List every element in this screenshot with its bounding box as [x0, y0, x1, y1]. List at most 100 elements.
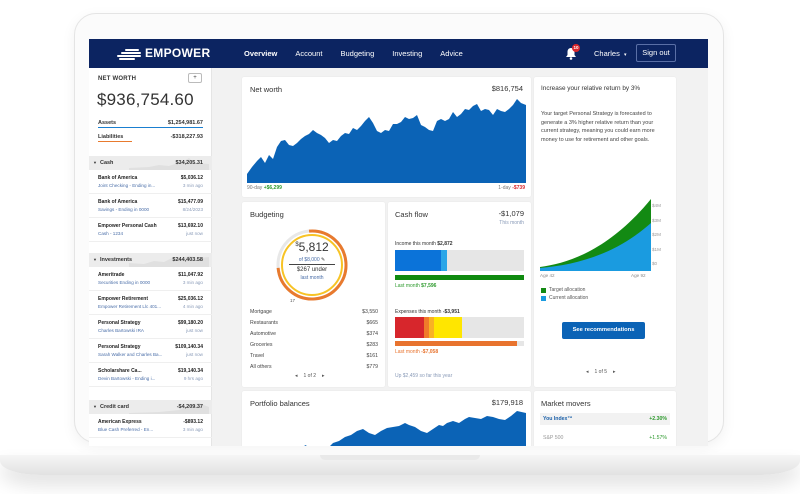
account-updated: just now [186, 231, 203, 236]
chevron-down-icon: ▼ [93, 257, 97, 262]
category-value: $283 [366, 342, 378, 348]
advice-card[interactable]: Increase your relative return by 3% Your… [534, 77, 676, 387]
account-row[interactable]: Personal Strategy Charles Bartowski IRA … [89, 315, 212, 339]
liabilities-bar [98, 141, 132, 142]
expenses-last-value: -$7,058 [421, 349, 439, 355]
advice-body: Your target Personal Strategy is forecas… [541, 111, 655, 143]
brand-name: EMPOWER [145, 46, 211, 60]
portfolio-balances-card[interactable]: Portfolio balances $179,918 [242, 391, 531, 446]
income-bar [395, 250, 524, 271]
account-row[interactable]: Ameritrade Securities Ending in 0000 $11… [89, 267, 212, 291]
change-1-day: 1-day -$739 [498, 185, 525, 191]
change-1-day-label: 1-day [498, 185, 511, 191]
change-90-day-label: 90-day [247, 185, 263, 191]
user-menu[interactable]: Charles ▾ [594, 49, 626, 58]
budget-last-month: last month [300, 275, 324, 281]
user-name: Charles [594, 49, 620, 58]
category-value: $779 [366, 364, 378, 370]
accounts-sidebar: NET WORTH + $936,754.60 Assets $1,254,98… [89, 68, 212, 446]
budget-divider [289, 264, 335, 265]
expenses-value: -$3,951 [442, 309, 460, 315]
assets-row[interactable]: Assets $1,254,981.67 [98, 120, 203, 126]
income-last-value: $7,596 [421, 283, 437, 289]
group-credit-card[interactable]: ▼ Credit card -$4,209.37 [89, 400, 212, 414]
top-navigation-bar: EMPOWER Overview Account Budgeting Inves… [89, 39, 708, 68]
account-balance: -$893.12 [183, 419, 203, 425]
account-name: Bank of America [98, 175, 138, 181]
pencil-icon[interactable]: ✎ [321, 257, 326, 263]
add-account-button[interactable]: + [188, 73, 202, 83]
nav-advice[interactable]: Advice [440, 49, 463, 58]
category-value: $665 [366, 320, 378, 326]
laptop-base [0, 455, 800, 475]
account-name: Scholarshare Ca... [98, 368, 142, 374]
legend-target: Target allocation [541, 287, 585, 293]
liabilities-row[interactable]: Liabilities -$318,227.93 [98, 134, 203, 140]
account-balance: $15,477.09 [177, 199, 203, 205]
category-label: Groceries [250, 342, 273, 348]
market-name: You Index™ [543, 416, 573, 422]
nav-overview[interactable]: Overview [244, 49, 278, 58]
budget-category-list: Mortgage $3,550 Restaurants $665 Automotiv… [250, 309, 378, 375]
account-row[interactable]: Empower Retirement Empower Retirement Ll… [89, 291, 212, 315]
market-movers-card[interactable]: Market movers You Index™ +2.30% S&P 500 … [534, 391, 676, 446]
cash-flow-card[interactable]: Cash flow -$1,079 This month Income this… [388, 202, 531, 387]
net-worth-total: $936,754.60 [97, 90, 194, 109]
group-cash[interactable]: ▼ Cash $34,205.31 [89, 156, 212, 170]
budget-row[interactable]: Mortgage $3,550 [250, 309, 378, 320]
nav-account[interactable]: Account [295, 49, 323, 58]
net-worth-area-chart [247, 99, 526, 183]
y-tick: $1M [652, 246, 661, 252]
market-row[interactable]: S&P 500 +1.57% [540, 432, 670, 444]
projection-area-chart [540, 199, 651, 271]
budget-row[interactable]: Restaurants $665 [250, 320, 378, 331]
sign-out-button[interactable]: Sign out [636, 44, 676, 62]
y-tick: $3M [652, 217, 661, 223]
budget-total[interactable]: of $8,000 ✎ [275, 257, 349, 263]
currency-symbol: $ [295, 242, 299, 248]
category-value: $3,550 [362, 309, 378, 315]
budget-spent: $5,812 [275, 240, 349, 254]
account-row[interactable]: Empower Personal Cash Cash - 1234 $13,69… [89, 218, 212, 242]
budget-under: $267 under [296, 267, 328, 273]
budget-row[interactable]: Groceries $283 [250, 342, 378, 353]
cash-flow-period: This month [499, 220, 524, 226]
nav-investing[interactable]: Investing [392, 49, 423, 58]
budget-donut [276, 229, 348, 301]
market-row[interactable]: You Index™ +2.30% [540, 413, 670, 425]
account-sub: Charles Bartowski IRA [98, 328, 144, 333]
account-row[interactable]: Bank of America Savings - Ending in 0000… [89, 194, 212, 218]
budget-spent-value: 5,812 [298, 240, 329, 254]
see-recommendations-button[interactable]: See recommendations [562, 322, 645, 339]
laptop-notch [320, 455, 480, 460]
category-value: $161 [366, 353, 378, 359]
next-page-icon[interactable]: ▸ [613, 369, 616, 375]
budget-row[interactable]: Travel $161 [250, 353, 378, 364]
logo-waves-icon [117, 46, 143, 60]
prev-page-icon[interactable]: ◂ [295, 373, 298, 379]
account-balance: $99,180.20 [177, 320, 203, 326]
account-row[interactable]: Scholarshare Ca... Devin Bartowski - End… [89, 363, 212, 387]
budget-total-label: of $8,000 [298, 257, 320, 263]
next-page-icon[interactable]: ▸ [322, 373, 325, 379]
group-name: Cash [99, 160, 114, 166]
legend-label: Current allocation [549, 295, 589, 301]
advice-title: Increase your relative return by 3% [541, 85, 641, 92]
assets-bar [98, 127, 203, 128]
account-updated: 9 hrs ago [183, 376, 203, 381]
budgeting-card[interactable]: Budgeting $5,812 of $8,000 ✎ $267 under … [242, 202, 385, 387]
budget-row[interactable]: All others $779 [250, 364, 378, 375]
brand-logo[interactable]: EMPOWER [117, 46, 210, 60]
account-row[interactable]: American Express Blue Cash Preferred - E… [89, 414, 212, 438]
nav-budgeting[interactable]: Budgeting [340, 49, 375, 58]
account-balance: $11,047.92 [178, 272, 203, 278]
account-row[interactable]: Personal Strategy Sarah Walker and Charl… [89, 339, 212, 363]
account-row[interactable]: Bank of America Joint Checking - Ending … [89, 170, 212, 194]
net-worth-card[interactable]: Net worth $816,754 90-day +$6,299 1-day … [242, 77, 531, 197]
budget-row[interactable]: Automotive $374 [250, 331, 378, 342]
account-updated: 3 min ago [182, 280, 203, 285]
group-investments[interactable]: ▼ Investments $244,403.58 [89, 253, 212, 267]
prev-page-icon[interactable]: ◂ [586, 369, 589, 375]
legend-current: Current allocation [541, 295, 588, 301]
